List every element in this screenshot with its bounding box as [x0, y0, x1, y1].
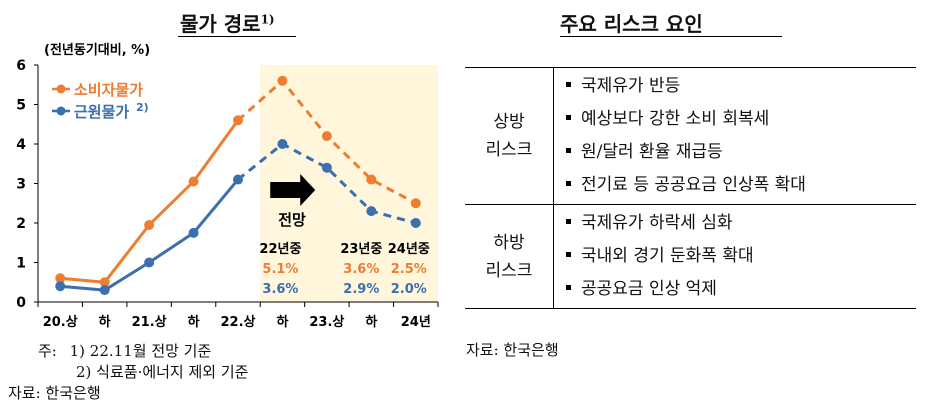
- risk-title-underline: [560, 36, 782, 37]
- data-point: [321, 131, 332, 142]
- x-tick-label: 23.상: [309, 315, 344, 330]
- x-tick-label: 하: [276, 314, 288, 330]
- bullet-icon: [566, 285, 571, 290]
- data-point: [99, 277, 110, 288]
- forecast-header: 23년중: [340, 242, 382, 257]
- note-1: 1) 22.11월 전망 기준: [69, 342, 212, 360]
- x-tick-label: 하: [365, 314, 377, 330]
- risk-item-text: 국제유가 하락세 심화: [581, 213, 733, 233]
- data-point: [188, 176, 199, 187]
- x-tick-label: 22.상: [221, 315, 256, 330]
- risk-item-text: 예상보다 강한 소비 회복세: [581, 109, 770, 129]
- upside-label-1: 상방: [493, 112, 525, 132]
- downside-label-1: 하방: [493, 232, 525, 253]
- bullet-icon: [566, 219, 571, 224]
- risk-item: 국제유가 하락세 심화: [566, 207, 916, 240]
- forecast-value: 2.5%: [391, 262, 427, 277]
- legend-note: 2): [136, 101, 149, 114]
- chart-title-note: 1): [260, 12, 275, 27]
- risk-table: 상방 리스크 국제유가 반등 예상보다 강한 소비 회복세 원/달러 환율 재급…: [465, 67, 916, 309]
- risk-item: 예상보다 강한 소비 회복세: [566, 103, 916, 136]
- data-point: [366, 206, 377, 217]
- legend-label: 근원물가: [74, 103, 129, 121]
- y-tick-label: 5: [16, 98, 26, 114]
- series-line-core: [60, 178, 240, 292]
- forecast-value: 2.9%: [343, 282, 379, 297]
- risk-items-upside: 국제유가 반등 예상보다 강한 소비 회복세 원/달러 환율 재급등 전기료 등…: [553, 67, 916, 205]
- forecast-label: 전망: [278, 211, 306, 229]
- y-tick-label: 3: [16, 177, 26, 193]
- risk-item-text: 전기료 등 공공요금 인상폭 확대: [581, 175, 806, 195]
- data-point: [277, 139, 288, 149]
- upside-label-2: 리스크: [485, 140, 533, 160]
- inflation-chart: 0 1 2 3 4 5 6 (전년동기대비, %) 20.상 하 21.상 하 22.상 하 23.상 하 24…: [16, 42, 439, 330]
- risk-item-text: 원/달러 환율 재급등: [581, 142, 723, 162]
- chart-title-underline: [178, 36, 296, 37]
- forecast-header: 24년중: [388, 242, 430, 257]
- risk-item: 원/달러 환율 재급등: [566, 136, 916, 169]
- bullet-icon: [566, 115, 571, 120]
- y-tick-label: 0: [16, 295, 26, 311]
- note-line-1: 주: 1) 22.11월 전망 기준: [38, 340, 211, 361]
- data-point: [233, 115, 243, 126]
- data-point: [321, 162, 332, 173]
- risk-source: 자료: 한국은행: [466, 341, 559, 359]
- data-point: [188, 227, 199, 238]
- note-2: 2) 식료품·에너지 제외 기준: [76, 363, 249, 381]
- forecast-value: 5.1%: [262, 262, 298, 277]
- risk-row-downside: 하방 리스크 국제유가 하락세 심화 국내외 경기 둔화폭 확대 공공요금 인상…: [465, 204, 916, 309]
- legend-marker: [56, 84, 66, 94]
- risk-item-text: 공공요금 인상 억제: [581, 279, 717, 299]
- x-tick-label: 24년: [401, 315, 431, 330]
- risk-row-upside: 상방 리스크 국제유가 반등 예상보다 강한 소비 회복세 원/달러 환율 재급…: [465, 67, 916, 205]
- forecast-header: 22년중: [259, 242, 301, 257]
- x-tick-label: 하: [99, 314, 111, 330]
- data-point: [410, 218, 421, 228]
- risk-category-upside: 상방 리스크: [465, 67, 554, 205]
- y-tick-label: 6: [16, 58, 26, 74]
- y-tick-label: 4: [16, 137, 26, 153]
- bullet-icon: [566, 148, 571, 153]
- risk-item-text: 국내외 경기 둔화폭 확대: [581, 246, 754, 266]
- x-tick-label: 하: [188, 314, 200, 330]
- forecast-value: 3.6%: [343, 262, 379, 277]
- note-line-2: 2) 식료품·에너지 제외 기준: [76, 361, 248, 382]
- forecast-arrow-icon: [270, 174, 316, 206]
- bullet-icon: [566, 252, 571, 257]
- data-point: [410, 198, 421, 209]
- data-point: [55, 273, 66, 284]
- forecast-value: 2.0%: [391, 282, 427, 297]
- y-axis-label: (전년동기대비, %): [44, 42, 150, 58]
- bullet-icon: [566, 181, 571, 186]
- risk-item: 국내외 경기 둔화폭 확대: [566, 240, 916, 273]
- series-forecast-line-core: [237, 142, 417, 225]
- y-tick-label: 1: [16, 256, 26, 272]
- data-point: [366, 174, 377, 185]
- data-point: [55, 281, 66, 292]
- data-point: [99, 285, 110, 296]
- forecast-value: 3.6%: [262, 282, 298, 297]
- risk-title: 주요 리스크 요인: [560, 12, 703, 36]
- x-tick-label: 21.상: [132, 315, 167, 330]
- x-tick-label: 20.상: [43, 315, 78, 330]
- note-prefix: 주:: [38, 342, 57, 360]
- legend-label: 소비자물가: [74, 81, 143, 99]
- risk-item: 공공요금 인상 억제: [566, 273, 916, 306]
- data-point: [277, 75, 288, 86]
- y-tick-label: 2: [16, 216, 26, 232]
- risk-item: 국제유가 반등: [566, 70, 916, 103]
- legend-marker: [56, 106, 66, 116]
- data-point: [144, 219, 155, 230]
- data-point: [144, 257, 155, 268]
- chart-title-text: 물가 경로: [180, 12, 261, 36]
- risk-item: 전기료 등 공공요금 인상폭 확대: [566, 169, 916, 202]
- risk-category-downside: 하방 리스크: [465, 204, 554, 309]
- chart-source: 자료: 한국은행: [8, 384, 101, 402]
- risk-items-downside: 국제유가 하락세 심화 국내외 경기 둔화폭 확대 공공요금 인상 억제: [553, 204, 916, 309]
- bullet-icon: [566, 82, 571, 87]
- chart-title: 물가 경로1): [180, 8, 275, 37]
- risk-item-text: 국제유가 반등: [581, 76, 681, 96]
- downside-label-2: 리스크: [485, 260, 533, 281]
- data-point: [233, 174, 243, 185]
